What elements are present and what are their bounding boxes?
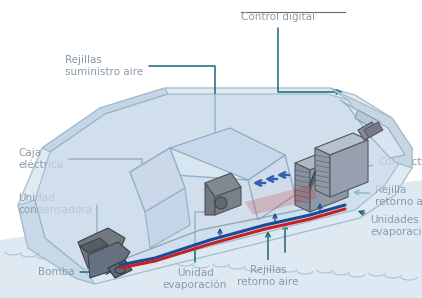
Polygon shape <box>330 140 368 197</box>
Text: Unidad
evaporación: Unidad evaporación <box>163 210 227 290</box>
Polygon shape <box>315 148 330 197</box>
Polygon shape <box>35 94 400 274</box>
Polygon shape <box>0 180 422 298</box>
Text: Rejillas
suministro aire: Rejillas suministro aire <box>65 55 217 153</box>
Text: Conductos: Conductos <box>352 157 422 169</box>
Polygon shape <box>80 238 108 253</box>
Polygon shape <box>130 148 285 180</box>
Polygon shape <box>108 260 132 278</box>
Polygon shape <box>358 122 378 140</box>
Polygon shape <box>310 155 348 212</box>
Polygon shape <box>88 242 130 278</box>
Polygon shape <box>364 122 383 138</box>
Text: Caja
eléctrica: Caja eléctrica <box>18 148 142 184</box>
Polygon shape <box>145 188 190 248</box>
Text: Rejilla
retorno aire: Rejilla retorno aire <box>354 185 422 207</box>
Text: Control digital: Control digital <box>241 12 341 94</box>
Polygon shape <box>170 128 285 180</box>
Polygon shape <box>295 148 348 170</box>
Polygon shape <box>355 110 380 130</box>
Ellipse shape <box>215 197 227 209</box>
Polygon shape <box>215 187 241 215</box>
Polygon shape <box>78 228 125 268</box>
Polygon shape <box>205 173 241 197</box>
Polygon shape <box>245 185 318 215</box>
Polygon shape <box>295 163 310 212</box>
Polygon shape <box>205 183 215 215</box>
Polygon shape <box>18 88 412 284</box>
Polygon shape <box>248 155 295 220</box>
Text: Rejillas
retorno aire: Rejillas retorno aire <box>237 232 299 287</box>
Text: Bomba: Bomba <box>38 267 111 277</box>
Polygon shape <box>330 88 412 168</box>
Polygon shape <box>340 100 405 158</box>
Polygon shape <box>315 133 368 155</box>
Polygon shape <box>42 88 168 152</box>
Polygon shape <box>18 200 95 284</box>
Ellipse shape <box>115 266 125 274</box>
Text: Unidad
condensadora: Unidad condensadora <box>18 193 99 238</box>
Text: Unidades
evaporación: Unidades evaporación <box>359 211 422 237</box>
Polygon shape <box>130 148 185 212</box>
